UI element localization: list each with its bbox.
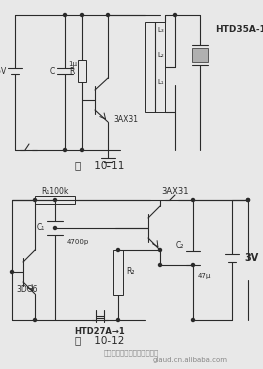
Text: glaud.cn.alibaba.com: glaud.cn.alibaba.com [153, 357, 227, 363]
Circle shape [53, 199, 57, 201]
Circle shape [11, 270, 13, 273]
Text: 东莞市科森电子塑胶有限公司: 东莞市科森电子塑胶有限公司 [103, 350, 159, 356]
Text: L₂: L₂ [157, 52, 164, 58]
Circle shape [33, 199, 37, 201]
Circle shape [191, 199, 195, 201]
Circle shape [191, 263, 195, 266]
Text: C₁: C₁ [37, 224, 45, 232]
Circle shape [246, 199, 250, 201]
Circle shape [33, 318, 37, 321]
Bar [192, 48, 208, 62]
Bar [78, 60, 86, 82]
Text: 3AX31: 3AX31 [161, 187, 189, 197]
Text: 4700p: 4700p [67, 239, 89, 245]
Text: R₁100k: R₁100k [41, 187, 69, 197]
Text: 3DG6: 3DG6 [16, 286, 38, 294]
Text: R₂: R₂ [126, 268, 134, 276]
Text: L₃: L₃ [157, 27, 164, 33]
Bar [113, 250, 123, 295]
Bar [145, 22, 165, 112]
Text: C: C [50, 66, 55, 76]
Circle shape [80, 148, 83, 152]
Circle shape [63, 148, 67, 152]
Text: 3V: 3V [244, 253, 258, 263]
Circle shape [80, 14, 83, 17]
Circle shape [107, 14, 109, 17]
Circle shape [159, 248, 161, 252]
Circle shape [117, 318, 119, 321]
Text: C₂: C₂ [176, 241, 184, 251]
Text: 图    10-11: 图 10-11 [75, 160, 125, 170]
Bar [35, 196, 75, 204]
Text: HTD27A→1: HTD27A→1 [75, 328, 125, 337]
Text: L₁: L₁ [157, 79, 164, 85]
Text: 1.5V: 1.5V [0, 66, 6, 76]
Circle shape [117, 248, 119, 252]
Text: 3AX31: 3AX31 [113, 115, 138, 124]
Text: 47μ: 47μ [198, 273, 211, 279]
Text: HTD35A-1: HTD35A-1 [215, 25, 263, 34]
Circle shape [159, 263, 161, 266]
Text: 1μ: 1μ [68, 61, 77, 67]
Circle shape [246, 199, 250, 201]
Circle shape [53, 227, 57, 230]
Circle shape [191, 318, 195, 321]
Circle shape [174, 14, 176, 17]
Text: R: R [70, 66, 75, 76]
Circle shape [63, 14, 67, 17]
Text: 图    10-12: 图 10-12 [75, 335, 125, 345]
